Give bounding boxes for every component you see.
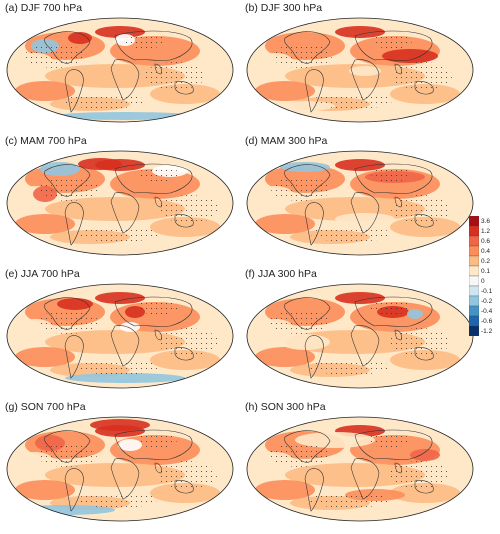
colorbar-tick-label: 0.2 xyxy=(481,257,491,265)
panel-f: (f) JJA 300 hPa xyxy=(245,268,475,396)
colorbar-tick-label: 3.6 xyxy=(481,217,491,225)
colorbar xyxy=(469,216,479,336)
colorbar-swatch xyxy=(469,245,479,257)
map-son-300 xyxy=(246,416,474,522)
colorbar-swatch xyxy=(469,305,479,317)
map-mam-700 xyxy=(6,150,234,256)
panel-b: (b) DJF 300 hPa xyxy=(245,2,475,130)
map-djf-700 xyxy=(6,17,234,123)
map-djf-300 xyxy=(246,17,474,123)
colorbar-tick-label: 0.6 xyxy=(481,237,491,245)
map-jja-300 xyxy=(246,283,474,389)
colorbar-swatch xyxy=(469,235,479,247)
panel-label: (h) SON 300 hPa xyxy=(245,401,326,413)
colorbar-tick-label: 0.1 xyxy=(481,267,491,275)
panel-label: (g) SON 700 hPa xyxy=(5,401,86,413)
colorbar-swatch xyxy=(469,275,479,287)
panel-label: (b) DJF 300 hPa xyxy=(245,2,323,14)
colorbar-swatch xyxy=(469,255,479,267)
panel-label: (d) MAM 300 hPa xyxy=(245,135,328,147)
panel-h: (h) SON 300 hPa xyxy=(245,401,475,529)
colorbar-tick-label: -0.4 xyxy=(481,307,493,315)
panel-label: (c) MAM 700 hPa xyxy=(5,135,87,147)
panel-a: (a) DJF 700 hPa xyxy=(5,2,235,130)
panel-e: (e) JJA 700 hPa xyxy=(5,268,235,396)
map-jja-700 xyxy=(6,283,234,389)
colorbar-swatch xyxy=(469,315,479,327)
colorbar-swatch xyxy=(469,325,479,336)
panel-label: (f) JJA 300 hPa xyxy=(245,268,317,280)
panel-c: (c) MAM 700 hPa xyxy=(5,135,235,263)
colorbar-tick-label: -0.6 xyxy=(481,317,493,325)
panel-d: (d) MAM 300 hPa xyxy=(245,135,475,263)
colorbar-tick-label: 1.2 xyxy=(481,227,491,235)
colorbar-tick-label: -0.1 xyxy=(481,287,493,295)
colorbar-tick-label: 0.4 xyxy=(481,247,491,255)
colorbar-swatch xyxy=(469,285,479,297)
panel-label: (a) DJF 700 hPa xyxy=(5,2,83,14)
colorbar-swatch xyxy=(469,216,479,227)
colorbar-tick-label: 0 xyxy=(481,277,485,285)
colorbar-swatch xyxy=(469,225,479,237)
map-son-700 xyxy=(6,416,234,522)
colorbar-swatch xyxy=(469,295,479,307)
colorbar-tick-label: -1.2 xyxy=(481,327,493,335)
colorbar-tick-label: -0.2 xyxy=(481,297,493,305)
map-mam-300 xyxy=(246,150,474,256)
panel-label: (e) JJA 700 hPa xyxy=(5,268,80,280)
colorbar-swatch xyxy=(469,265,479,277)
panel-g: (g) SON 700 hPa xyxy=(5,401,235,529)
